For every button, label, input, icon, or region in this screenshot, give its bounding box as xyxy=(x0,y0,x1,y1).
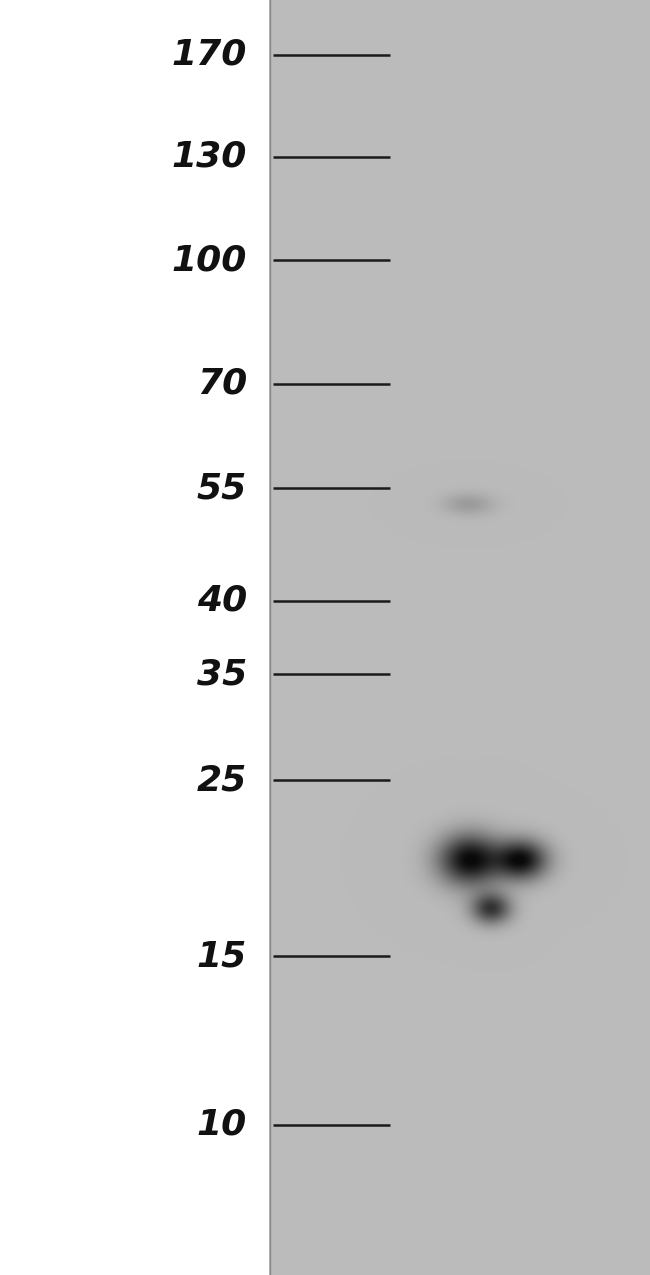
Text: 170: 170 xyxy=(172,38,247,71)
Text: 100: 100 xyxy=(172,244,247,277)
Text: 10: 10 xyxy=(197,1108,247,1141)
Text: 35: 35 xyxy=(197,658,247,691)
Text: 130: 130 xyxy=(172,140,247,173)
Text: 40: 40 xyxy=(197,584,247,617)
Text: 25: 25 xyxy=(197,764,247,797)
Bar xyxy=(270,0,650,1275)
Text: 15: 15 xyxy=(197,940,247,973)
Text: 70: 70 xyxy=(197,367,247,400)
Text: 55: 55 xyxy=(197,472,247,505)
